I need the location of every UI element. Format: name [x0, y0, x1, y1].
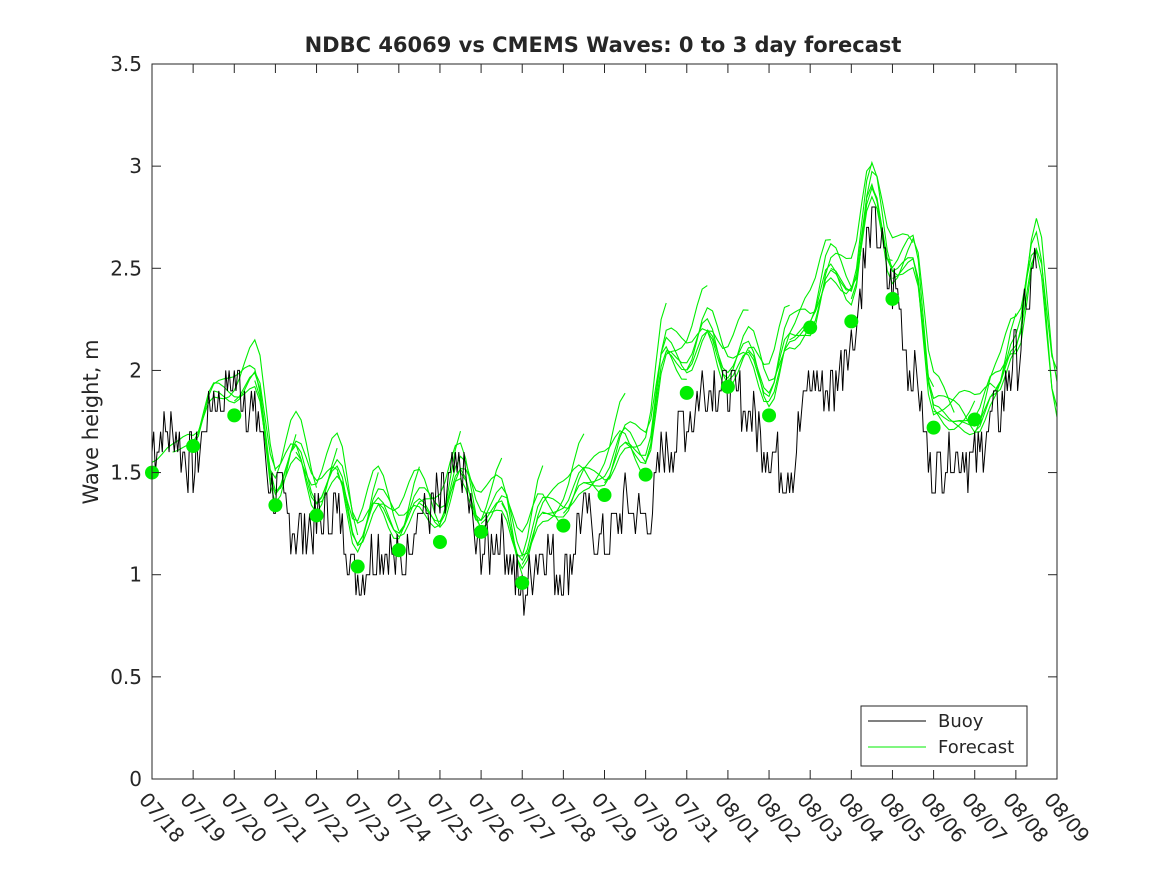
y-tick-label: 1: [129, 563, 142, 587]
forecast-marker: [350, 559, 365, 574]
forecast-marker: [227, 408, 242, 423]
y-tick-label: 2.5: [110, 256, 142, 280]
forecast-marker: [926, 420, 941, 435]
forecast-line: [460, 433, 585, 556]
forecast-line: [233, 371, 359, 536]
forecast-line: [151, 338, 276, 471]
forecast-line: [768, 195, 893, 402]
legend-box: [860, 705, 1028, 767]
forecast-marker: [556, 518, 571, 533]
forecast-line: [419, 455, 544, 557]
y-axis: 0 0.5 1 1.5 2 2.5 3 3.5: [110, 52, 1057, 791]
forecast-line: [192, 382, 318, 488]
y-tick-label: 1.5: [110, 461, 142, 485]
plot-area: [145, 63, 1058, 780]
y-tick-label: 3: [129, 154, 142, 178]
forecast-line: [871, 186, 996, 416]
forecast-line: [748, 164, 873, 394]
forecast-marker: [474, 524, 489, 539]
x-tick-label: 07/24: [381, 788, 436, 848]
x-tick-label: 08/06: [916, 788, 971, 848]
forecast-line: [645, 307, 770, 463]
forecast-marker: [679, 385, 694, 400]
forecast-line: [521, 429, 646, 565]
forecast-line: [706, 239, 831, 408]
forecast-marker: [844, 314, 859, 329]
x-tick-label: 07/26: [463, 788, 518, 848]
x-tick-label: 07/28: [546, 788, 601, 848]
forecast-marker: [309, 508, 324, 523]
forecast-line: [274, 444, 400, 531]
forecast-line: [624, 309, 749, 456]
y-axis-label: Wave height, m: [79, 339, 103, 504]
forecast-marker: [391, 543, 406, 558]
x-tick-label: 08/02: [751, 788, 806, 848]
x-tick-label: 07/31: [669, 788, 724, 848]
forecast-line: [727, 277, 852, 398]
forecast-marker: [186, 439, 201, 454]
x-tick-label: 07/22: [299, 788, 354, 848]
x-tick-label: 08/04: [833, 788, 888, 848]
legend: Buoy Forecast: [860, 705, 1028, 767]
x-tick-label: 07/30: [628, 788, 683, 848]
forecast-line: [830, 182, 955, 413]
forecast-line: [686, 324, 811, 382]
y-tick-label: 2: [129, 358, 142, 382]
forecast-line: [316, 465, 441, 547]
y-tick-label: 3.5: [110, 52, 142, 76]
x-tick-label: 08/08: [998, 788, 1053, 848]
x-tick-label: 08/09: [1039, 788, 1094, 848]
forecast-line: [994, 249, 1058, 408]
forecast-marker: [268, 498, 283, 513]
legend-label-forecast: Forecast: [938, 737, 1014, 758]
x-tick-label: 08/05: [875, 788, 930, 848]
x-tick-label: 08/03: [792, 788, 847, 848]
forecast-marker: [432, 535, 447, 550]
forecast-marker: [885, 291, 900, 306]
x-tick-label: 07/27: [504, 788, 559, 848]
forecast-line: [254, 380, 379, 554]
forecast-line: [809, 160, 935, 387]
x-tick-label: 07/20: [216, 788, 271, 848]
plot-background: [152, 64, 1057, 779]
y-tick-label: 0.5: [110, 665, 142, 689]
x-tick-label: 07/29: [587, 788, 642, 848]
x-tick-label: 07/18: [134, 788, 189, 848]
forecast-marker: [597, 488, 612, 503]
y-tick-label: 0: [129, 767, 142, 791]
x-tick-label: 08/01: [710, 788, 765, 848]
buoy-line: [151, 206, 1037, 616]
x-tick-label: 08/07: [957, 788, 1012, 848]
forecast-line: [357, 442, 482, 545]
legend-label-buoy: Buoy: [938, 711, 984, 732]
x-tick-label: 07/23: [340, 788, 395, 848]
forecast-marker: [967, 412, 982, 427]
forecast-marker: [803, 320, 818, 335]
forecast-line: [542, 302, 667, 515]
forecast-marker: [720, 379, 735, 394]
x-tick-label: 07/19: [175, 788, 230, 848]
forecast-marker: [762, 408, 777, 423]
x-tick-label: 07/21: [258, 788, 313, 848]
chart-title: NDBC 46069 vs CMEMS Waves: 0 to 3 day fo…: [305, 33, 902, 57]
forecast-marker: [515, 575, 530, 590]
x-tick-label: 07/25: [422, 788, 477, 848]
forecast-marker: [638, 467, 653, 482]
forecast-line: [295, 451, 420, 540]
